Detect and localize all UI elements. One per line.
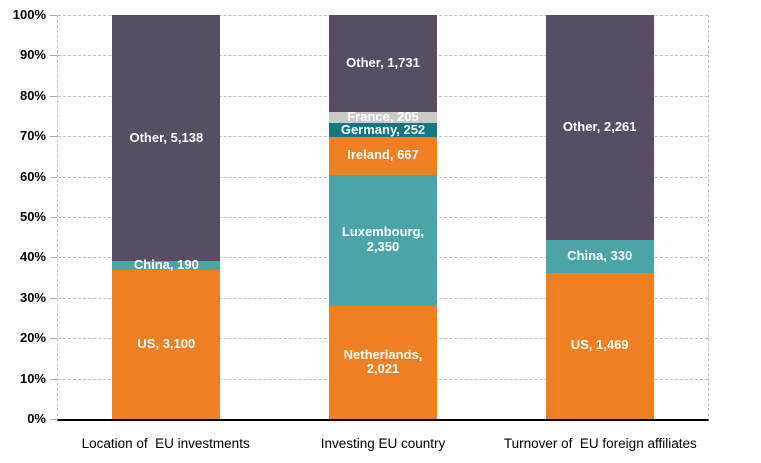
bar-segment-other: Other, 2,261 [545,15,654,240]
bar-segment-other: Other, 5,138 [112,15,221,262]
stacked-bar: Other, 5,138 China, 190 US, 3,100 [112,15,221,419]
axis-tickmark [50,15,57,16]
x-axis-category-labels: Location of EU investments Investing EU c… [57,436,709,451]
segment-data-label: Luxembourg, 2,350 [341,224,425,255]
y-axis-tick-label: 100% [12,7,46,22]
axis-tickmark [50,338,57,340]
y-axis-tick-label: 50% [19,209,46,224]
axis-tickmark [50,419,57,420]
axis-tickmark [50,55,57,57]
segment-data-label: Other, 1,731 [346,54,420,70]
y-axis-tick-label: 40% [19,249,46,265]
segment-data-label: US, 3,100 [137,336,196,352]
axis-tickmark [50,297,57,299]
y-axis-tick-label: 0% [27,411,46,426]
segment-data-label: Other, 5,138 [129,129,204,145]
segment-data-label: China, 190 [133,257,199,273]
bar-segment-china: China, 190 [112,257,221,273]
segment-data-label: China, 330 [567,247,633,263]
bar-segment-ireland: Ireland, 667 [329,137,437,175]
plot-area: Other, 5,138 China, 190 US, 3,100 Other, 1,… [57,15,709,421]
axis-tickmark [50,217,57,218]
category-slot: Other, 1,731 France, 205 Germany, 252 Irela… [275,15,492,419]
category-slot: Other, 2,261 China, 330 US, 1,469 [491,15,708,419]
category-slot: Other, 5,138 China, 190 US, 3,100 [58,15,275,419]
y-axis-tick-label: 90% [19,47,46,63]
x-axis-category-label: Investing EU country [320,436,446,451]
y-axis-tick-label: 80% [19,87,46,103]
bar-segment-us: US, 3,100 [112,270,221,419]
x-axis-category-label: Turnover of EU foreign affiliates [503,436,697,451]
axis-tickmark [50,95,57,97]
axis-tickmark [50,136,57,138]
stacked-bar: Other, 1,731 France, 205 Germany, 252 Irela… [329,15,437,419]
y-axis-tickmarks [50,15,57,420]
bar-segment-france: France, 205 [329,109,437,125]
bar-segment-luxembourg: Luxembourg, 2,350 [329,174,437,306]
segment-data-label: US, 1,469 [570,337,629,353]
y-axis-tick-label: 20% [19,330,46,346]
segment-data-label: France, 205 [347,109,419,125]
bars-container: Other, 5,138 China, 190 US, 3,100 Other, 1,… [58,15,708,419]
segment-data-label: Other, 2,261 [562,119,637,135]
x-axis-category-label: Location of EU investments [81,436,250,451]
bar-segment-other: Other, 1,731 [329,15,437,112]
bar-segment-china: China, 330 [545,239,654,273]
bar-segment-germany: Germany, 252 [329,121,437,138]
segment-data-label: Netherlands, 2,021 [343,346,423,377]
y-axis-labels: 100% 90% 80% 70% 60% 50% 40% 30% 20% 10% 0% [0,7,46,426]
y-axis-tick-label: 30% [19,289,46,305]
axis-tickmark [50,257,57,259]
y-axis-tick-label: 60% [19,168,46,184]
bar-segment-netherlands: Netherlands, 2,021 [329,305,437,419]
bar-segment-us: US, 1,469 [545,272,654,419]
axis-tickmark [50,176,57,178]
axis-tickmark [50,378,57,380]
y-axis-tick-label: 10% [19,370,46,386]
stacked-bar: Other, 2,261 China, 330 US, 1,469 [545,15,654,419]
segment-data-label: Ireland, 667 [347,147,419,163]
y-axis-tick-label: 70% [19,128,46,144]
segment-data-label: Germany, 252 [340,121,426,137]
